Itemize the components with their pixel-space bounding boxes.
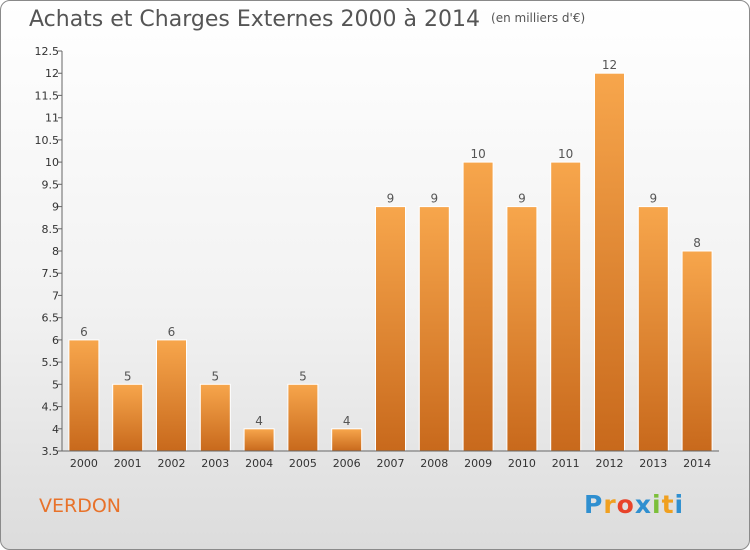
data-label-2009: 10 bbox=[470, 147, 485, 161]
bar-2004 bbox=[243, 428, 275, 452]
proxiti-logo: Proxiti bbox=[584, 490, 684, 519]
bar-2001 bbox=[112, 383, 144, 452]
logo-letter: P bbox=[584, 490, 604, 519]
unit-note: (en milliers d'€) bbox=[491, 11, 586, 25]
x-tick-label-2009: 2009 bbox=[464, 457, 492, 470]
bar-2002 bbox=[156, 339, 187, 452]
data-label-2007: 9 bbox=[387, 192, 395, 206]
y-tick-label: 4.5 bbox=[42, 401, 60, 414]
y-tick-label: 8 bbox=[52, 245, 59, 258]
data-label-2010: 9 bbox=[518, 192, 526, 206]
y-tick-label: 12 bbox=[45, 67, 59, 80]
y-tick-label: 10 bbox=[45, 156, 59, 169]
bar-2013 bbox=[637, 206, 669, 452]
y-tick-label: 10.5 bbox=[35, 134, 60, 147]
data-label-2008: 9 bbox=[430, 192, 438, 206]
x-tick-label-2005: 2005 bbox=[289, 457, 317, 470]
bar-2003 bbox=[199, 383, 231, 452]
bar-2014 bbox=[681, 250, 713, 452]
bar-2005 bbox=[287, 383, 319, 452]
bar-2006 bbox=[331, 428, 363, 452]
x-tick-label-2012: 2012 bbox=[596, 457, 624, 470]
y-tick-label: 3.5 bbox=[42, 445, 60, 458]
y-tick-label: 8.5 bbox=[42, 223, 60, 236]
logo-letter: i bbox=[674, 490, 685, 519]
data-label-2003: 5 bbox=[211, 369, 219, 383]
x-tick-label-2008: 2008 bbox=[420, 457, 448, 470]
logo-letter: x bbox=[634, 490, 652, 519]
bar-2008 bbox=[418, 206, 450, 452]
y-tick-label: 11.5 bbox=[35, 89, 60, 102]
logo-letter: r bbox=[603, 490, 617, 519]
data-label-2001: 5 bbox=[124, 369, 132, 383]
data-label-2000: 6 bbox=[80, 325, 88, 339]
y-tick-label: 5 bbox=[52, 378, 59, 391]
bar-2007 bbox=[375, 206, 406, 452]
y-tick-label: 12.5 bbox=[35, 45, 60, 58]
data-label-2005: 5 bbox=[299, 369, 307, 383]
bar-2000 bbox=[68, 339, 100, 452]
y-tick-label: 9 bbox=[52, 201, 59, 214]
data-label-2012: 12 bbox=[602, 58, 617, 72]
bar-2012 bbox=[594, 72, 625, 452]
y-tick-label: 7 bbox=[52, 289, 59, 302]
chart-title: Achats et Charges Externes 2000 à 2014 bbox=[29, 7, 480, 32]
x-tick-label-2001: 2001 bbox=[114, 457, 142, 470]
x-tick-label-2003: 2003 bbox=[201, 457, 229, 470]
logo-letter: i bbox=[652, 490, 662, 519]
data-label-2014: 8 bbox=[693, 236, 701, 250]
x-tick-label-2006: 2006 bbox=[333, 457, 361, 470]
y-tick-label: 5.5 bbox=[42, 356, 60, 369]
x-tick-label-2007: 2007 bbox=[377, 457, 405, 470]
x-tick-label-2014: 2014 bbox=[683, 457, 711, 470]
chart-title-block: Achats et Charges Externes 2000 à 2014 (… bbox=[29, 7, 585, 32]
x-tick-label-2002: 2002 bbox=[158, 457, 186, 470]
logo-letter: o bbox=[616, 490, 635, 519]
x-tick-label-2013: 2013 bbox=[639, 457, 667, 470]
data-label-2013: 9 bbox=[649, 192, 657, 206]
logo-letter: t bbox=[661, 490, 675, 519]
y-tick-label: 7.5 bbox=[42, 267, 60, 280]
bar-2009 bbox=[462, 161, 494, 452]
y-tick-label: 11 bbox=[45, 112, 59, 125]
x-tick-label-2000: 2000 bbox=[70, 457, 98, 470]
x-tick-label-2011: 2011 bbox=[552, 457, 580, 470]
bar-2011 bbox=[550, 161, 582, 452]
y-tick-label: 6 bbox=[52, 334, 59, 347]
bar-2010 bbox=[506, 206, 538, 452]
x-tick-label-2004: 2004 bbox=[245, 457, 273, 470]
y-tick-label: 9.5 bbox=[42, 178, 60, 191]
data-label-2011: 10 bbox=[558, 147, 573, 161]
data-label-2006: 4 bbox=[343, 414, 351, 428]
data-label-2004: 4 bbox=[255, 414, 263, 428]
y-tick-label: 6.5 bbox=[42, 312, 60, 325]
y-tick-label: 4 bbox=[52, 423, 59, 436]
x-tick-label-2010: 2010 bbox=[508, 457, 536, 470]
data-label-2002: 6 bbox=[168, 325, 176, 339]
commune-name: VERDON bbox=[39, 495, 122, 517]
